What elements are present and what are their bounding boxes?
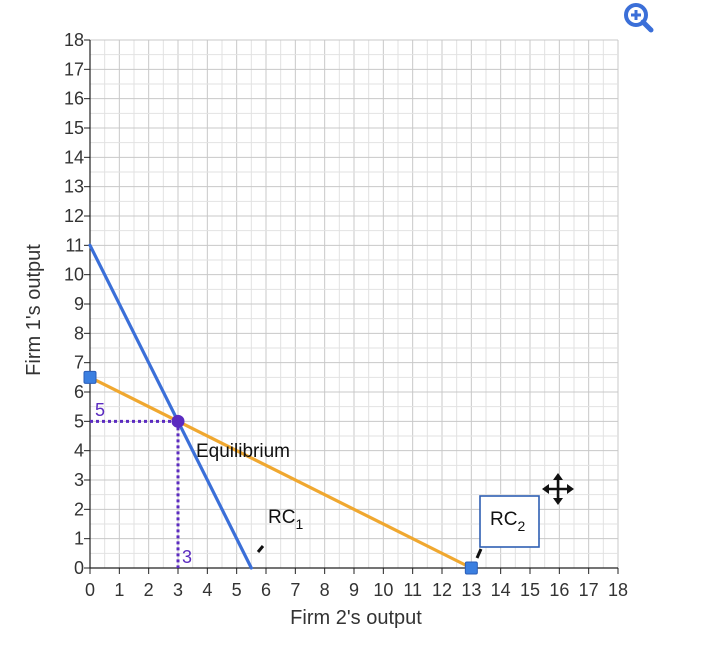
x-tick-label: 15 xyxy=(520,580,540,600)
rc2-label-pointer xyxy=(475,548,483,559)
y-tick-label: 3 xyxy=(74,470,84,490)
x-tick-label: 10 xyxy=(373,580,393,600)
equilibrium-point[interactable] xyxy=(171,414,185,428)
equilibrium-label: Equilibrium xyxy=(196,441,290,462)
x-tick-label: 8 xyxy=(320,580,330,600)
y-tick-label: 15 xyxy=(64,118,84,138)
y-tick-label: 9 xyxy=(74,294,84,314)
chart-marks xyxy=(83,243,478,575)
rc1-label-sub: 1 xyxy=(295,516,303,532)
x-tick-label: 16 xyxy=(549,580,569,600)
rc1-label-main: RC xyxy=(268,507,295,528)
x-axis-title: Firm 2's output xyxy=(290,607,422,629)
y-tick-label: 8 xyxy=(74,323,84,343)
x-tick-label: 0 xyxy=(85,580,95,600)
y-tick-label: 11 xyxy=(65,235,84,255)
y-tick-label: 10 xyxy=(64,265,84,285)
svg-text:RC1: RC1 xyxy=(268,507,303,532)
rc1-line xyxy=(88,243,253,570)
x-tick-label: 12 xyxy=(432,580,452,600)
y-tick-label: 4 xyxy=(74,441,84,461)
y-tick-label: 16 xyxy=(64,89,84,109)
x-tick-label: 14 xyxy=(491,580,511,600)
x-tick-label: 6 xyxy=(261,580,271,600)
x-tick-label: 2 xyxy=(144,580,154,600)
x-guide-value: 3 xyxy=(182,547,192,567)
rc2-handle[interactable] xyxy=(83,370,97,384)
svg-text:RC2: RC2 xyxy=(490,509,525,534)
rc2-handle[interactable] xyxy=(464,561,478,575)
y-tick-label: 17 xyxy=(64,59,84,79)
x-tick-label: 1 xyxy=(114,580,124,600)
x-tick-label: 5 xyxy=(232,580,242,600)
rc2-label-main: RC xyxy=(490,509,517,530)
rc1-label-pointer xyxy=(256,545,265,553)
y-tick-label: 12 xyxy=(64,206,84,226)
rc2-label[interactable]: RC2 xyxy=(475,495,540,559)
x-tick-label: 13 xyxy=(461,580,481,600)
y-tick-label: 14 xyxy=(64,147,84,167)
move-icon[interactable] xyxy=(542,473,574,505)
x-tick-label: 9 xyxy=(349,580,359,600)
x-tick-label: 4 xyxy=(202,580,212,600)
rc1-label: RC1 xyxy=(256,507,303,553)
y-tick-label: 18 xyxy=(64,30,84,50)
y-guide-value: 5 xyxy=(95,400,105,420)
y-tick-label: 13 xyxy=(64,177,84,197)
y-tick-label: 7 xyxy=(74,353,84,373)
x-tick-label: 11 xyxy=(403,580,422,600)
y-tick-label: 6 xyxy=(74,382,84,402)
x-tick-label: 17 xyxy=(579,580,599,600)
x-tick-label: 3 xyxy=(173,580,183,600)
zoom-in-icon[interactable] xyxy=(624,3,654,33)
y-tick-label: 2 xyxy=(74,499,84,519)
chart-grid xyxy=(89,39,619,569)
y-tick-label: 0 xyxy=(74,558,84,578)
y-axis-title: Firm 1's output xyxy=(23,244,45,376)
y-tick-label: 1 xyxy=(74,529,84,549)
rc2-label-sub: 2 xyxy=(517,518,525,534)
chart-axes: 0 1 2 3 4 5 6 7 8 9 10 11 12 13 14 15 16 17 18012345678910… xyxy=(64,30,628,600)
x-tick-label: 18 xyxy=(608,580,628,600)
rc2-line xyxy=(88,375,473,570)
x-tick-label: 7 xyxy=(290,580,300,600)
y-tick-label: 5 xyxy=(74,411,84,431)
